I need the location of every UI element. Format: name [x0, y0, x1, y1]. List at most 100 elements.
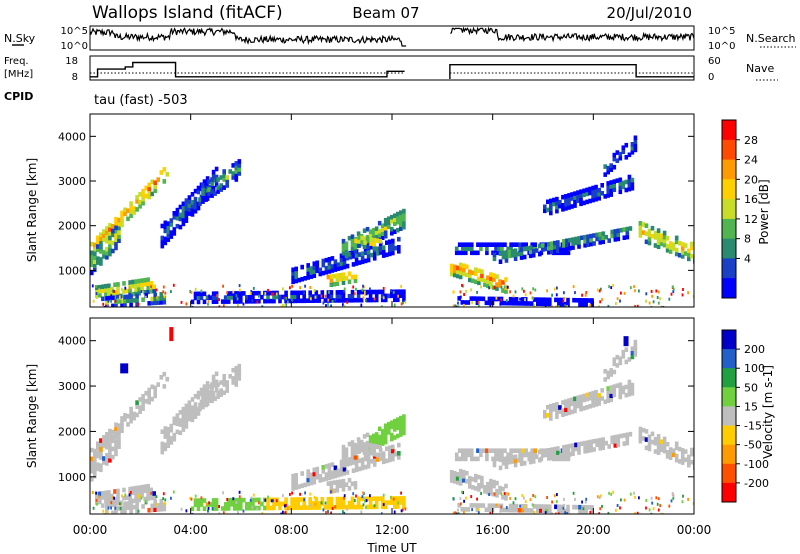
power-cell [388, 247, 392, 253]
velocity-cell [159, 375, 164, 380]
power-cell [606, 185, 610, 190]
velocity-cell [117, 506, 121, 511]
power-cell [134, 279, 138, 284]
velocity-cell [383, 500, 388, 505]
velocity-cell [380, 437, 385, 442]
power-cell [107, 299, 110, 303]
power-cell [672, 290, 675, 293]
power-cell [500, 246, 504, 252]
power-cell [519, 297, 521, 301]
power-cell [329, 290, 334, 295]
power-cell [356, 289, 361, 295]
frequency-trace [90, 61, 694, 79]
velocity-cell [528, 455, 533, 461]
power-cell [159, 170, 164, 175]
power-cell [362, 284, 364, 288]
power-cell [162, 290, 165, 294]
power-cell [543, 208, 547, 214]
power-cell [630, 150, 635, 155]
velocity-cell [458, 473, 463, 478]
power-cell [564, 304, 566, 307]
power-cell [563, 297, 566, 300]
power-cell [355, 287, 357, 291]
power-cell [590, 298, 594, 303]
velocity-cell [229, 502, 234, 507]
velocity-cell [344, 459, 349, 465]
power-cell [193, 295, 198, 301]
velocity-cell [375, 457, 380, 462]
power-cell [110, 294, 113, 298]
power-cell [178, 204, 183, 210]
velocity-cell [383, 427, 388, 433]
velocity-cell [162, 371, 167, 377]
power-cell [329, 274, 334, 279]
power-cell [548, 297, 552, 303]
velocity-cell [345, 462, 350, 467]
power-cell [327, 257, 332, 262]
velocity-cell [363, 446, 367, 451]
power-cell [393, 297, 397, 303]
velocity-colorbar-swatch [722, 330, 736, 350]
noise-left-label: N.Sky [4, 32, 36, 45]
velocity-cell [146, 483, 150, 489]
power-cell [594, 188, 598, 194]
power-cell [226, 299, 231, 304]
velocity-cell [147, 387, 151, 393]
power-cell [583, 234, 587, 240]
power-cell [363, 240, 367, 245]
velocity-cell [248, 501, 252, 507]
velocity-cell [390, 500, 394, 505]
power-cell [245, 299, 249, 304]
power-cell [113, 290, 117, 296]
power-cell [393, 229, 397, 234]
velocity-cell [606, 374, 610, 380]
velocity-cell [625, 436, 630, 442]
velocity-cell [232, 497, 235, 501]
power-cell [562, 299, 565, 303]
velocity-cell [342, 462, 347, 468]
power-cell [647, 232, 652, 238]
velocity-cell [674, 457, 679, 463]
velocity-cell [231, 367, 235, 373]
power-cell [524, 242, 528, 247]
power-cell [114, 225, 118, 231]
velocity-cell [486, 486, 490, 491]
velocity-cell [120, 509, 124, 514]
power-cell [180, 300, 183, 304]
velocity-cell [531, 455, 536, 460]
power-cell [111, 228, 115, 234]
power-cell [606, 193, 610, 198]
velocity-cell [383, 435, 388, 441]
power-cell [225, 183, 229, 188]
velocity-cell [140, 496, 143, 500]
velocity-cell [354, 444, 358, 450]
velocity-cell [200, 496, 203, 500]
velocity-cell [524, 500, 527, 504]
power-cell [159, 292, 164, 297]
velocity-cell [556, 446, 560, 451]
power-cell [372, 251, 377, 257]
power-cell [468, 269, 472, 275]
power-cell [564, 198, 568, 203]
velocity-cell [659, 439, 664, 444]
power-cell [190, 204, 195, 209]
velocity-cell [490, 503, 495, 508]
velocity-cell [627, 357, 632, 362]
velocity-cell [586, 440, 590, 445]
power-cell [480, 277, 484, 282]
power-cell [600, 183, 604, 188]
velocity-cell [108, 458, 112, 463]
velocity-cell [517, 508, 522, 513]
velocity-cell [126, 501, 130, 506]
velocity-cell [128, 486, 132, 492]
power-cell [105, 250, 109, 256]
velocity-cell [609, 389, 613, 394]
velocity-cell [690, 459, 694, 465]
velocity-cell [306, 481, 310, 487]
power-cell [270, 292, 273, 296]
velocity-colorbar-swatch [722, 406, 736, 426]
power-cell [184, 214, 189, 219]
power-cell [150, 300, 154, 306]
power-cell [659, 241, 664, 247]
